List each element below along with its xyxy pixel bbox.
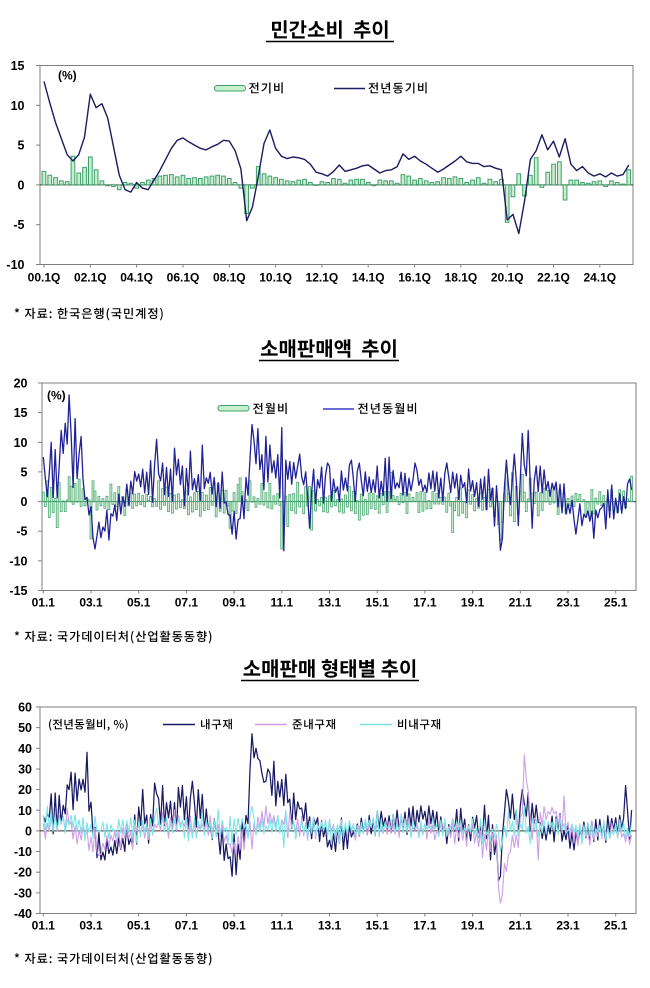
svg-text:15.1: 15.1 xyxy=(366,919,390,933)
svg-text:17.1: 17.1 xyxy=(413,919,437,933)
svg-text:-10: -10 xyxy=(6,258,24,272)
svg-text:03.1: 03.1 xyxy=(79,596,103,610)
svg-text:-30: -30 xyxy=(14,886,32,900)
svg-text:15: 15 xyxy=(11,59,25,73)
svg-text:-15: -15 xyxy=(9,584,27,598)
svg-text:13.1: 13.1 xyxy=(318,919,342,933)
svg-text:21.1: 21.1 xyxy=(509,596,533,610)
svg-text:20: 20 xyxy=(14,377,28,391)
svg-text:16.1Q: 16.1Q xyxy=(398,271,431,285)
svg-text:07.1: 07.1 xyxy=(175,596,199,610)
svg-text:20: 20 xyxy=(18,783,32,797)
svg-text:19.1: 19.1 xyxy=(461,919,485,933)
svg-text:50: 50 xyxy=(18,721,32,735)
svg-text:25.1: 25.1 xyxy=(604,919,628,933)
svg-text:01.1: 01.1 xyxy=(32,596,56,610)
svg-text:10.1Q: 10.1Q xyxy=(259,271,292,285)
svg-text:40: 40 xyxy=(18,742,32,756)
svg-text:24.1Q: 24.1Q xyxy=(583,271,616,285)
svg-text:5: 5 xyxy=(21,465,28,479)
svg-text:23.1: 23.1 xyxy=(556,596,580,610)
svg-text:21.1: 21.1 xyxy=(509,919,533,933)
svg-text:18.1Q: 18.1Q xyxy=(445,271,478,285)
svg-text:5: 5 xyxy=(18,139,25,153)
svg-text:06.1Q: 06.1Q xyxy=(167,271,200,285)
svg-text:-10: -10 xyxy=(9,554,27,568)
svg-text:17.1: 17.1 xyxy=(413,596,437,610)
svg-text:05.1: 05.1 xyxy=(127,596,151,610)
svg-text:60: 60 xyxy=(18,701,32,715)
svg-text:02.1Q: 02.1Q xyxy=(74,271,107,285)
svg-text:0: 0 xyxy=(18,178,25,192)
svg-text:14.1Q: 14.1Q xyxy=(352,271,385,285)
svg-text:10: 10 xyxy=(11,99,25,113)
svg-text:12.1Q: 12.1Q xyxy=(306,271,339,285)
svg-text:15.1: 15.1 xyxy=(366,596,390,610)
svg-text:09.1: 09.1 xyxy=(222,596,246,610)
svg-text:-5: -5 xyxy=(13,218,24,232)
svg-text:19.1: 19.1 xyxy=(461,596,485,610)
svg-text:03.1: 03.1 xyxy=(79,919,103,933)
svg-text:(%): (%) xyxy=(58,69,77,83)
svg-text:22.1Q: 22.1Q xyxy=(537,271,570,285)
svg-text:11.1: 11.1 xyxy=(270,596,293,610)
svg-text:04.1Q: 04.1Q xyxy=(120,271,153,285)
svg-text:(%): (%) xyxy=(47,389,66,403)
svg-text:15: 15 xyxy=(14,406,28,420)
svg-text:0: 0 xyxy=(25,824,32,838)
svg-text:23.1: 23.1 xyxy=(556,919,580,933)
svg-text:25.1: 25.1 xyxy=(604,596,628,610)
svg-text:0: 0 xyxy=(21,495,28,509)
svg-text:10: 10 xyxy=(18,804,32,818)
svg-text:07.1: 07.1 xyxy=(175,919,199,933)
svg-text:08.1Q: 08.1Q xyxy=(213,271,246,285)
svg-text:30: 30 xyxy=(18,763,32,777)
svg-text:11.1: 11.1 xyxy=(270,919,293,933)
svg-text:-20: -20 xyxy=(14,866,32,880)
svg-text:00.1Q: 00.1Q xyxy=(28,271,61,285)
svg-text:10: 10 xyxy=(14,436,28,450)
svg-text:05.1: 05.1 xyxy=(127,919,151,933)
svg-text:13.1: 13.1 xyxy=(318,596,342,610)
svg-text:-10: -10 xyxy=(14,845,32,859)
svg-text:20.1Q: 20.1Q xyxy=(491,271,524,285)
svg-text:-5: -5 xyxy=(16,525,27,539)
svg-text:01.1: 01.1 xyxy=(32,919,56,933)
svg-text:09.1: 09.1 xyxy=(222,919,246,933)
svg-text:-40: -40 xyxy=(14,907,32,921)
